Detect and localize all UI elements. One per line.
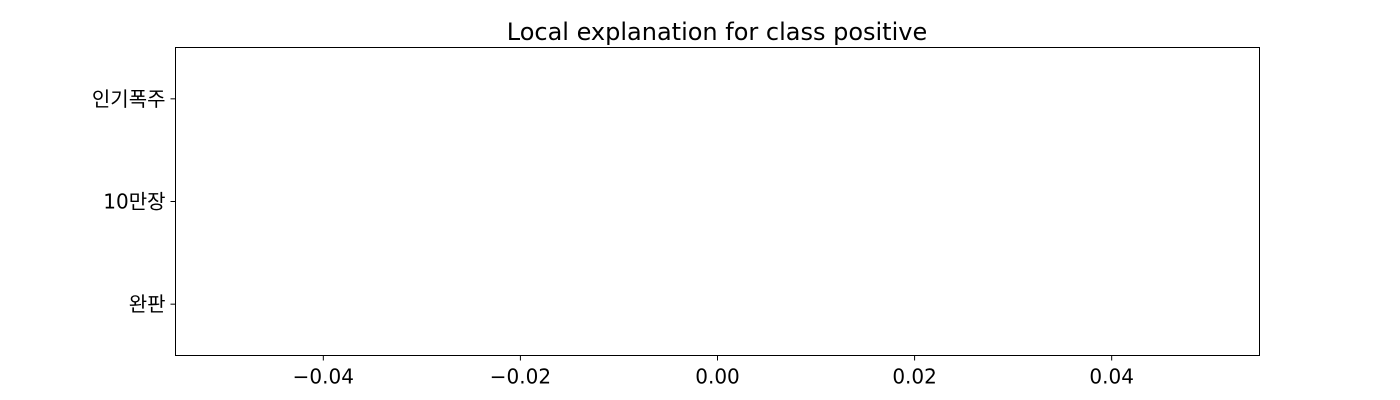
y-tick-label: 완판 [129,292,166,316]
x-tick-label: 0.02 [892,365,937,389]
x-tick-label: 0.04 [1089,365,1134,389]
y-tick-label: 인기폭주 [92,87,166,111]
y-tick-label: 10만장 [103,190,165,214]
x-axis: −0.04 −0.02 0.00 0.02 0.04 [293,355,1134,389]
axes-frame [175,47,1260,356]
x-tick-label: −0.04 [293,365,354,389]
chart-title: Local explanation for class positive [507,18,927,46]
x-tick-label: −0.02 [490,365,551,389]
x-tick-label: 0.00 [695,365,740,389]
